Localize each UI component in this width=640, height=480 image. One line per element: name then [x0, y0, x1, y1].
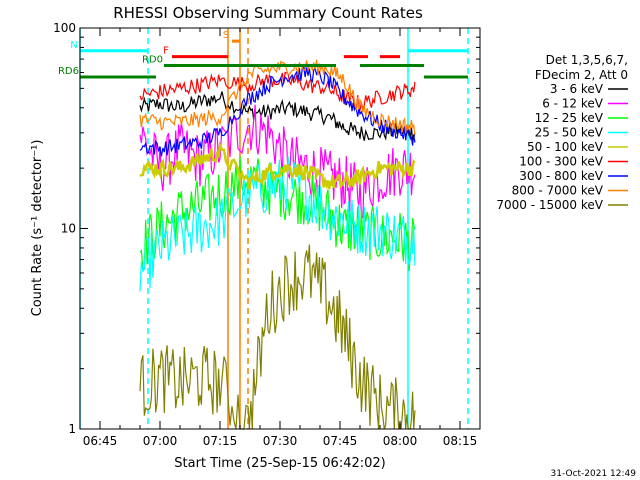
legend-label-2: 12 - 25 keV	[535, 111, 604, 125]
legend-header-line-2: FDecim 2, Att 0	[535, 68, 628, 82]
axes-group: 06:45 07:00 07:15 07:30 07:45 08:00 08:15 1 10 10…	[53, 21, 481, 448]
x-tick-label-3: 07:30	[263, 434, 298, 448]
legend-label-5: 100 - 300 keV	[519, 155, 603, 169]
plot-area	[79, 28, 469, 429]
legend-label-8: 7000 - 15000 keV	[496, 198, 603, 212]
legend: Det 1,3,5,6,7, FDecim 2, Att 0 3 - 6 keV…	[496, 53, 628, 212]
legend-label-3: 25 - 50 keV	[535, 126, 604, 140]
series-line-6	[139, 63, 416, 157]
y-axis-label: Count Rate (s⁻¹ detector⁻¹)	[30, 140, 45, 317]
series-line-0	[139, 91, 416, 142]
series-group	[139, 59, 416, 430]
series-line-3	[139, 155, 416, 292]
x-tick-label-5: 08:00	[383, 434, 418, 448]
series-line-7	[139, 59, 416, 135]
state-label-rd0: RD0	[142, 55, 163, 66]
y-tick-label-2: 100	[53, 21, 76, 35]
legend-label-7: 800 - 7000 keV	[512, 184, 604, 198]
series-line-8	[139, 244, 416, 430]
plot-frame	[79, 27, 481, 430]
legend-label-4: 50 - 100 keV	[527, 140, 604, 154]
chart-title: RHESSI Observing Summary Count Rates	[113, 4, 423, 22]
legend-label-1: 6 - 12 keV	[542, 97, 604, 111]
x-tick-label-0: 06:45	[83, 434, 118, 448]
x-tick-label-6: 08:15	[443, 434, 478, 448]
x-axis-label: Start Time (25-Sep-15 06:42:02)	[174, 456, 385, 471]
x-tick-label-2: 07:15	[203, 434, 238, 448]
legend-label-6: 300 - 800 keV	[519, 169, 603, 183]
state-label-n: N	[70, 40, 77, 51]
x-tick-label-1: 07:00	[143, 434, 178, 448]
state-label-f: F	[163, 46, 169, 57]
state-label-s: S	[223, 30, 229, 41]
series-line-5	[139, 71, 416, 113]
state-label-rd6: RD6	[58, 66, 79, 77]
series-line-1	[139, 104, 416, 219]
y-tick-label-0: 1	[68, 422, 76, 436]
y-tick-label-1: 10	[61, 222, 76, 236]
legend-header-line-1: Det 1,3,5,6,7,	[546, 53, 628, 67]
legend-label-0: 3 - 6 keV	[550, 82, 604, 96]
x-tick-label-4: 07:45	[323, 434, 358, 448]
timestamp: 31-Oct-2021 12:49	[551, 469, 637, 479]
series-line-4	[139, 140, 416, 190]
